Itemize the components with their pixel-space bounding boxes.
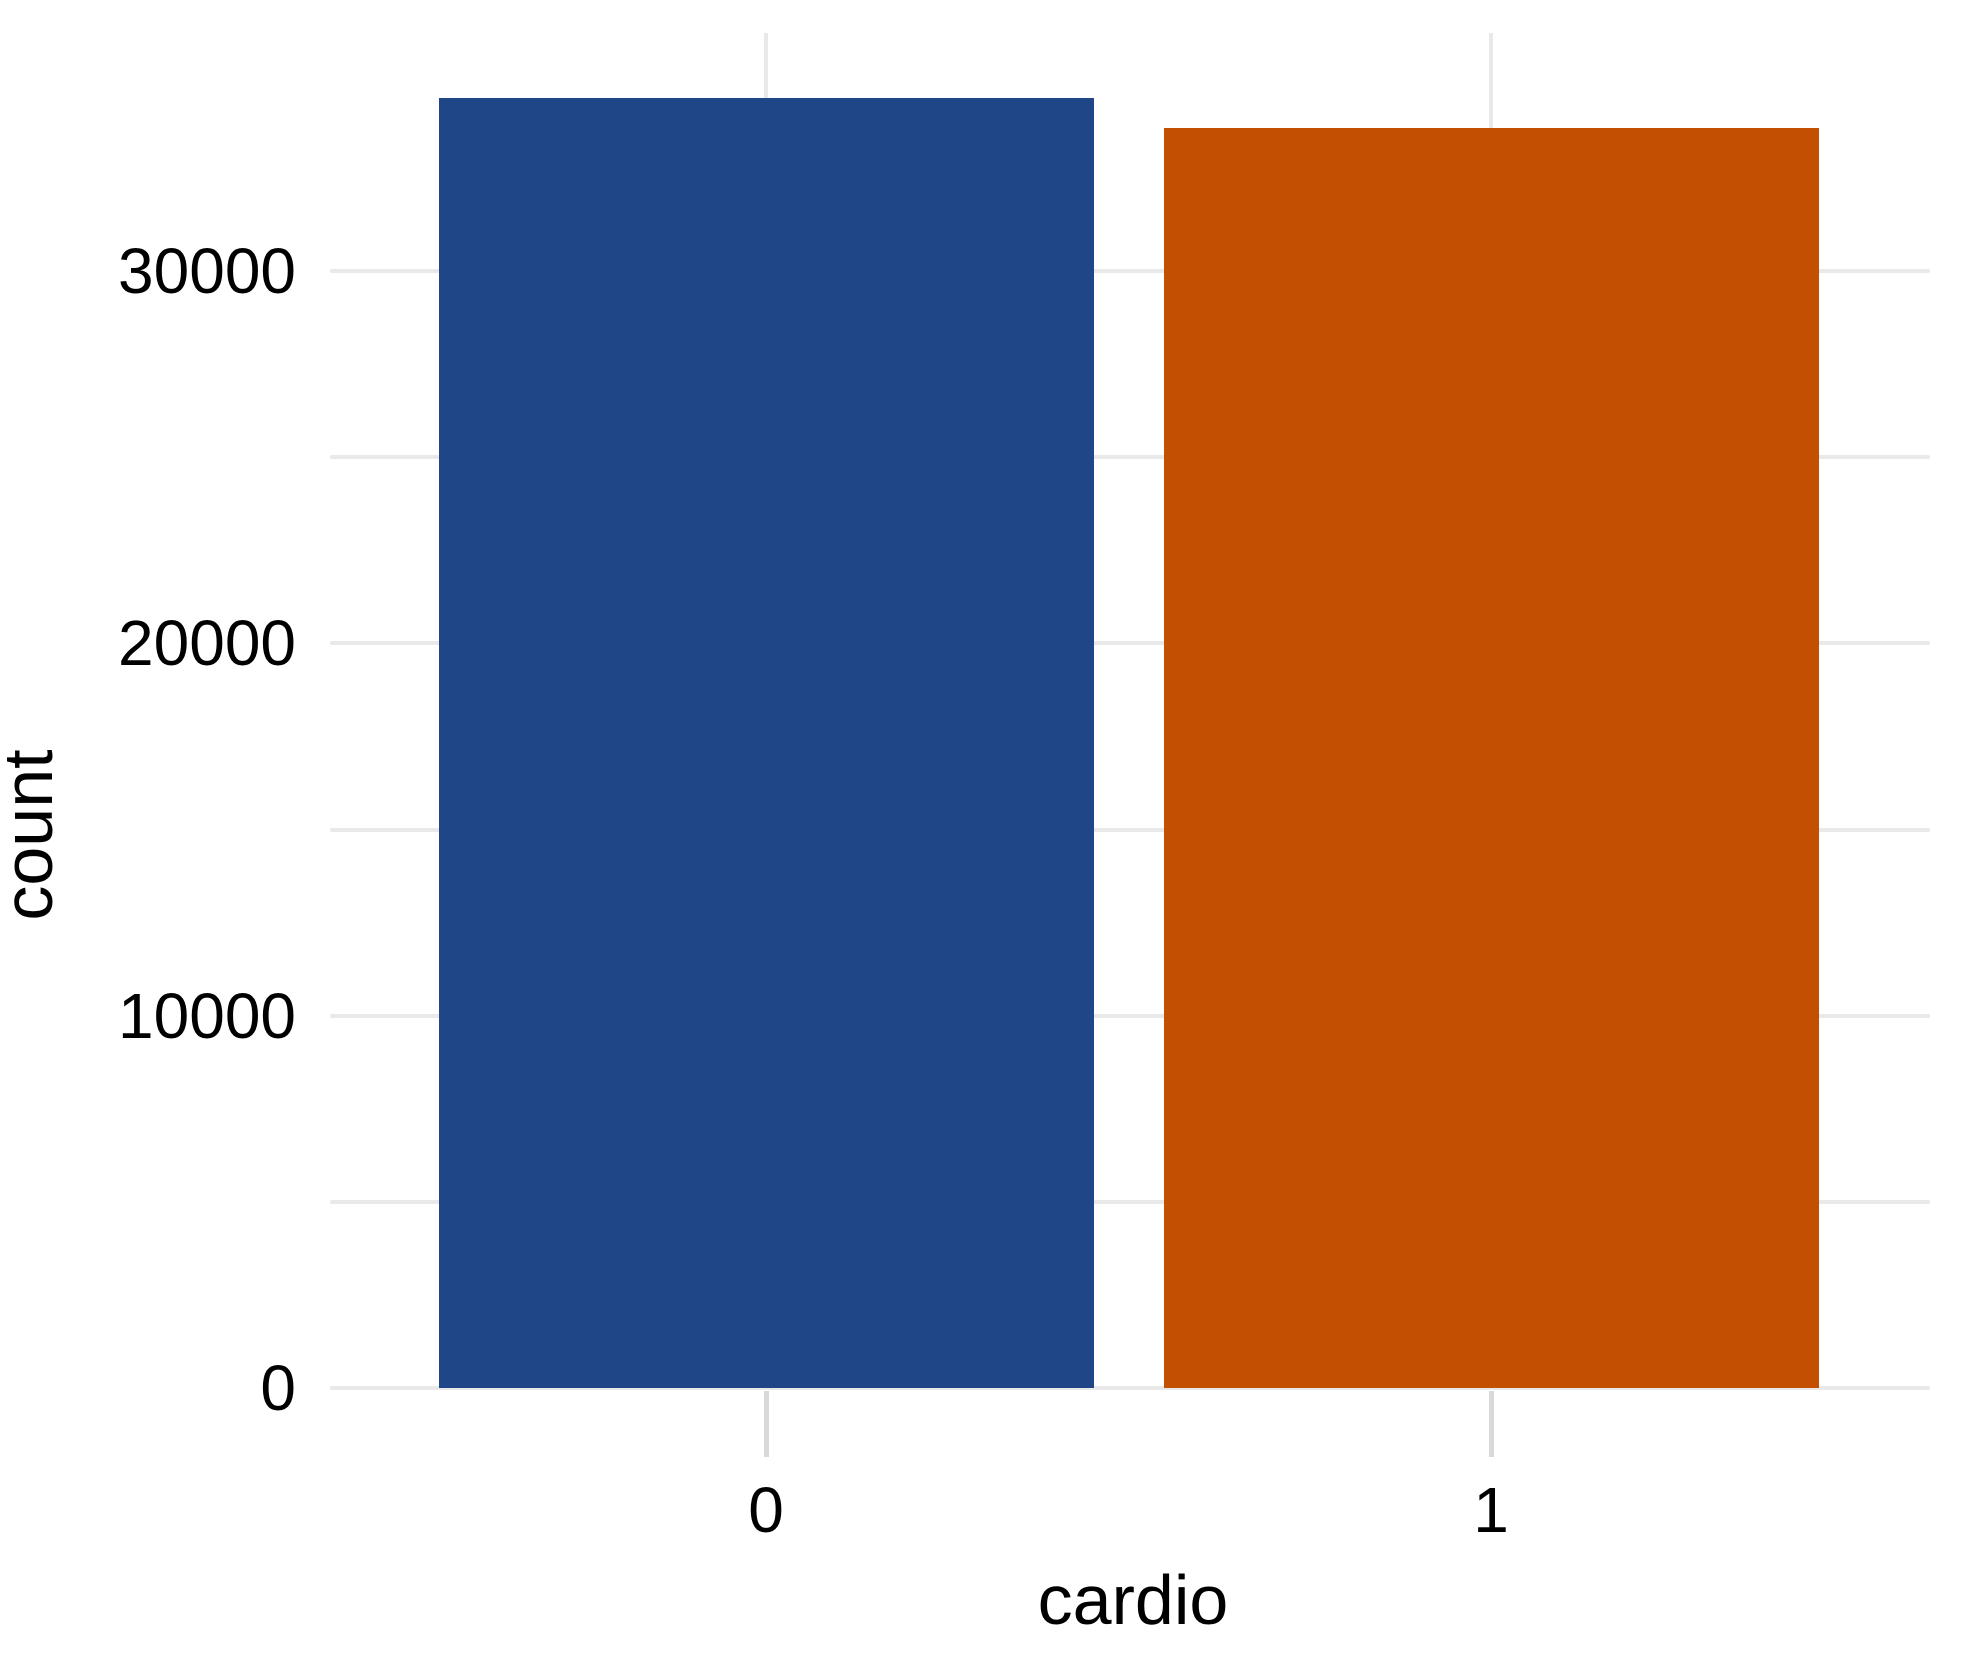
horizontal-gridline	[330, 269, 1930, 274]
x-axis-title: cardio	[1037, 1561, 1229, 1639]
horizontal-gridline	[330, 1013, 1930, 1018]
x-tick-label: 1	[1473, 1474, 1509, 1546]
y-axis-title: count	[0, 749, 67, 921]
bar-cardio-0	[438, 98, 1094, 1388]
horizontal-gridline	[330, 827, 1930, 832]
horizontal-gridline	[330, 1199, 1930, 1204]
y-tick-label: 0	[260, 1352, 296, 1424]
x-tick-mark	[763, 1391, 769, 1457]
y-tick-label: 10000	[118, 979, 296, 1052]
horizontal-gridline	[330, 455, 1930, 460]
horizontal-gridline	[330, 641, 1930, 646]
horizontal-gridline	[330, 1386, 1930, 1390]
x-tick-label: 0	[748, 1474, 784, 1546]
x-tick-mark	[1488, 1391, 1494, 1457]
bar-cardio-1	[1163, 127, 1819, 1388]
y-tick-label: 20000	[118, 607, 296, 680]
y-tick-label: 30000	[118, 235, 296, 308]
